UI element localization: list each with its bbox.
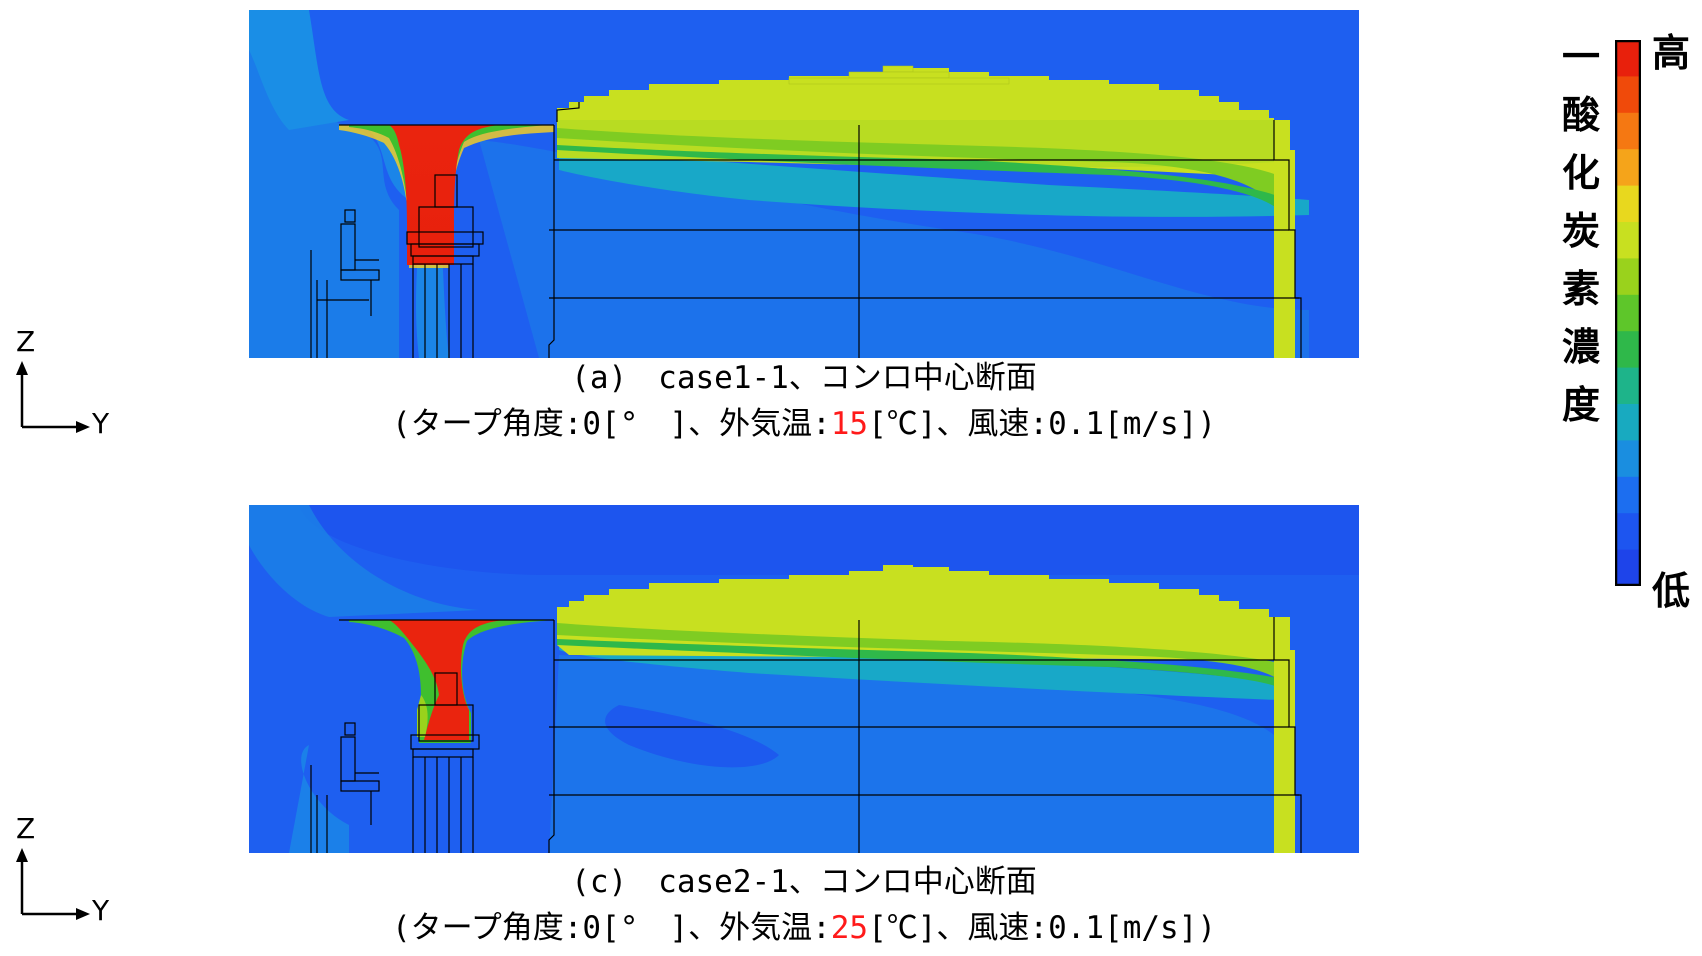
color-scale-step [1615, 294, 1641, 332]
legend-high-label: 高 [1652, 31, 1691, 75]
legend-low-label: 低 [1652, 569, 1691, 613]
caption-c-temperature: 25 [830, 910, 869, 946]
caption-a-line2: (タープ角度:0[° ]、外気温:15[℃]、風速:0.1[m/s]) [249, 402, 1359, 446]
legend-title-char: 酸 [1561, 93, 1600, 137]
color-scale-step [1615, 185, 1641, 223]
legend-title-char: 一 [1561, 35, 1600, 79]
legend-title-char: 化 [1561, 151, 1600, 195]
legend-title-char: 炭 [1561, 209, 1600, 253]
caption-a-line1: (a) case1-1、コンロ中心断面 [571, 360, 1037, 396]
caption-a-prefix: (タープ角度:0[° ]、外気温: [391, 406, 831, 442]
color-scale-step [1615, 258, 1641, 296]
legend-title-char: 濃 [1561, 325, 1600, 369]
legend-title: 一 酸 化 炭 素 濃 度 [1553, 28, 1609, 434]
axis-arrows-icon [16, 361, 90, 433]
contour-panel-a [249, 10, 1359, 358]
color-scale-step [1615, 549, 1641, 586]
color-scale-step [1615, 331, 1641, 369]
z-axis-label: Z [16, 325, 36, 358]
scene-outlines [310, 617, 1302, 853]
caption-c-line1: (c) case2-1、コンロ中心断面 [571, 864, 1037, 900]
y-axis-label: Y [92, 407, 110, 440]
axis-indicator-c: Z Y [10, 812, 120, 932]
co-concentration-contour-c [249, 505, 1359, 853]
color-scale-step [1615, 112, 1641, 150]
color-scale-step [1615, 367, 1641, 405]
caption-c-line2: (タープ角度:0[° ]、外気温:25[℃]、風速:0.1[m/s]) [249, 906, 1359, 950]
co-plume-red [389, 620, 504, 740]
caption-c-prefix: (タープ角度:0[° ]、外気温: [391, 910, 831, 946]
color-scale-step [1615, 440, 1641, 478]
contour-panel-c [249, 505, 1359, 853]
color-scale-border [1615, 40, 1641, 586]
co-plume-red [389, 125, 499, 265]
color-scale-step [1615, 149, 1641, 187]
caption-c-suffix: [℃]、風速:0.1[m/s]) [868, 910, 1217, 946]
color-scale-step [1615, 222, 1641, 259]
axis-arrows-icon [16, 848, 90, 920]
color-scale-bar [1615, 40, 1641, 586]
color-scale-step [1615, 76, 1641, 114]
z-axis-label: Z [16, 812, 36, 845]
co-concentration-contour-a [249, 10, 1359, 358]
scene-outlines [310, 102, 1302, 358]
axis-indicator-a: Z Y [10, 325, 120, 445]
legend-title-char: 度 [1561, 383, 1600, 427]
color-scale-step [1615, 476, 1641, 514]
color-scale-step [1615, 404, 1641, 441]
legend-title-char: 素 [1561, 267, 1600, 311]
caption-a-suffix: [℃]、風速:0.1[m/s]) [868, 406, 1217, 442]
y-axis-label: Y [92, 894, 110, 927]
color-scale-step [1615, 40, 1641, 77]
caption-a-temperature: 15 [830, 406, 869, 442]
color-scale-step [1615, 513, 1641, 551]
